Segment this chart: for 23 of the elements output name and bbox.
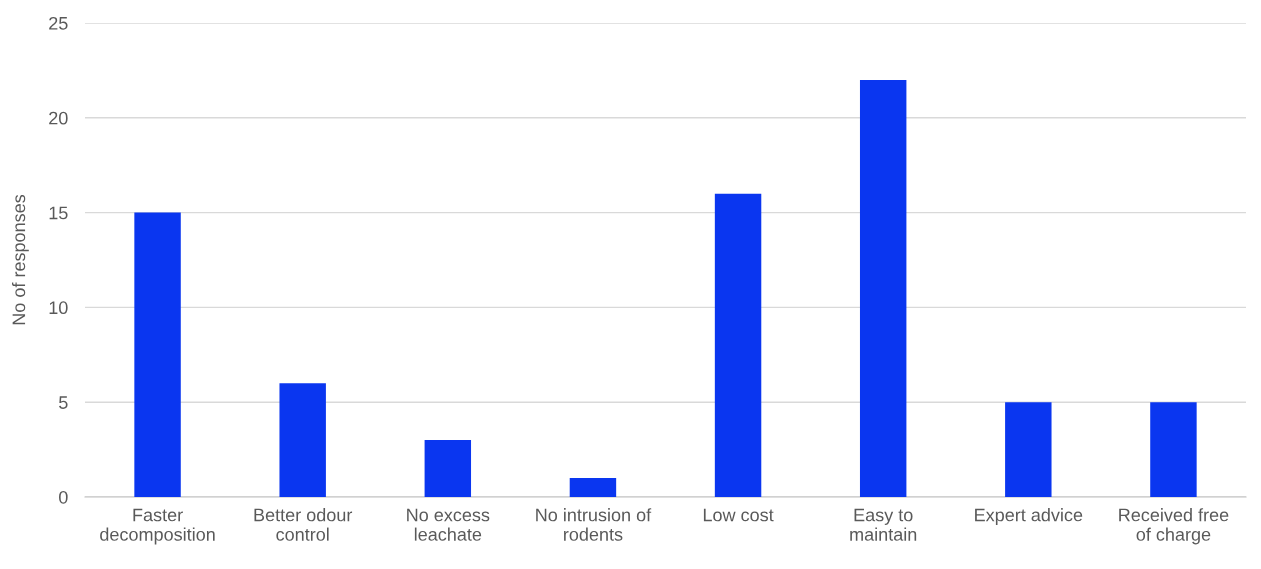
bar [1005, 402, 1052, 497]
bar [279, 383, 326, 497]
x-tick-label: Expert advice [975, 508, 1083, 525]
y-tick-label: 15 [49, 206, 68, 220]
x-tick-label: Faster decomposition [100, 508, 215, 545]
bar [714, 193, 762, 497]
bar [134, 212, 181, 497]
x-tick-label: No intrusion of rodents [536, 508, 652, 541]
bar [569, 478, 617, 497]
bar [1150, 402, 1197, 497]
bar [859, 79, 907, 497]
y-tick-label: 25 [49, 16, 68, 30]
y-axis-title: No of responses [12, 194, 29, 325]
y-tick-label: 5 [59, 396, 68, 409]
x-tick-label: Low cost [703, 508, 774, 522]
bar [424, 440, 472, 497]
x-tick-label: Received free of charge [1119, 508, 1229, 545]
y-tick-label: 20 [49, 111, 68, 125]
x-tick-label: Better odour control [254, 508, 353, 541]
x-tick-label: No excess leachate [407, 508, 490, 541]
y-tick-label: 10 [49, 301, 68, 315]
y-tick-label: 0 [59, 490, 68, 504]
x-tick-label: Easy to maintain [850, 508, 917, 541]
